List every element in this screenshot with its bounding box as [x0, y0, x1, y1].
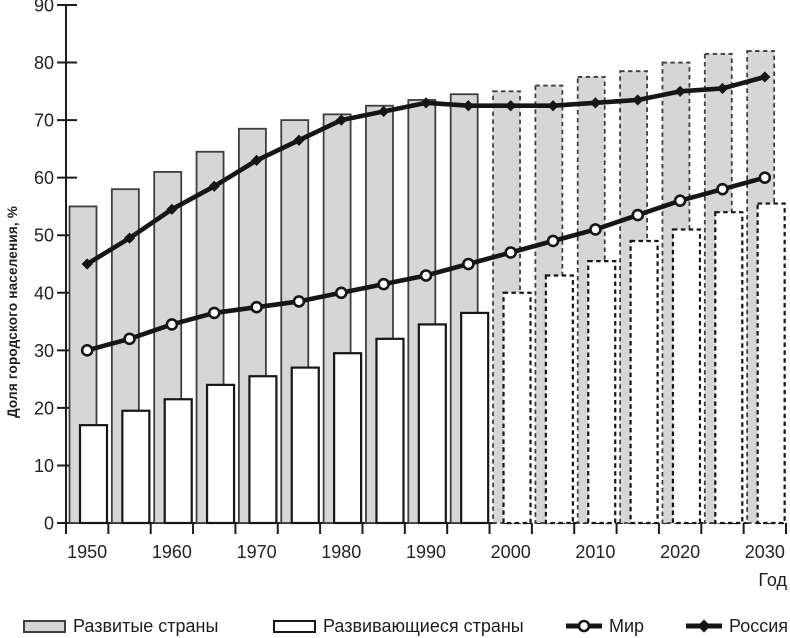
world-marker: [292, 295, 306, 308]
russia-marker: [293, 134, 305, 146]
world-line-series: [80, 171, 772, 357]
russia-marker: [547, 100, 559, 112]
y-tick-label: 10: [34, 456, 54, 476]
legend: Развитые страны Развивающиеся страны Мир…: [0, 614, 790, 638]
legend-label-world: Мир: [609, 616, 645, 636]
developing-bar: [78, 424, 109, 525]
developing-bar: [205, 383, 236, 525]
russia-marker: [674, 85, 686, 97]
legend-item-russia: Россия: [686, 614, 788, 638]
developing-bar: [248, 375, 278, 525]
x-axis-title: Год: [758, 570, 787, 590]
world-marker: [589, 223, 602, 236]
world-marker: [250, 300, 263, 314]
legend-label-developed: Развитые страны: [73, 616, 219, 636]
y-axis-title: Доля городского населения, %: [5, 205, 20, 419]
y-tick-label: 20: [34, 398, 54, 418]
developing-bar: [502, 291, 532, 525]
y-tick-label: 90: [34, 0, 54, 16]
world-marker: [80, 344, 94, 357]
world-marker: [377, 277, 390, 291]
russia-marker: [250, 154, 263, 166]
y-tick-label: 40: [34, 283, 54, 303]
developing-bar: [756, 202, 786, 525]
world-line-marker-icon: [566, 619, 602, 633]
x-tick-label: 2020: [660, 542, 700, 562]
world-marker: [716, 182, 729, 196]
russia-marker: [208, 180, 220, 192]
developing-bar: [417, 323, 447, 525]
russia-marker: [420, 97, 432, 109]
world-marker: [673, 194, 687, 207]
x-tick-label: 2030: [745, 542, 785, 562]
legend-item-developing: Развивающиеся страны: [273, 614, 524, 638]
developing-bar: [290, 366, 320, 525]
world-marker: [165, 318, 179, 331]
x-tick-label: 2000: [491, 542, 531, 562]
russia-marker: [632, 94, 644, 106]
x-tick-label: 1970: [237, 542, 277, 562]
legend-label-developing: Развивающиеся страны: [323, 616, 524, 636]
world-marker: [207, 306, 221, 320]
developing-bar: [121, 409, 151, 525]
developing-swatch: [273, 619, 316, 633]
russia-marker: [335, 114, 347, 126]
russia-line-marker-icon: [686, 619, 722, 633]
legend-item-developed: Развитые страны: [23, 614, 218, 638]
russia-marker: [123, 232, 136, 244]
russia-marker: [589, 97, 602, 109]
y-tick-label: 60: [34, 168, 54, 188]
legend-label-russia: Россия: [729, 616, 789, 636]
y-tick-label: 50: [34, 226, 54, 246]
y-tick-label: 0: [44, 514, 54, 534]
developed-swatch: [23, 619, 66, 633]
developing-bar: [629, 239, 659, 525]
world-marker: [334, 286, 348, 300]
russia-marker: [462, 100, 474, 112]
russia-marker: [505, 100, 517, 112]
russia-marker: [759, 71, 771, 83]
x-tick-label: 1980: [321, 542, 361, 562]
y-tick-labels: 0 10 20 30 40 50 60 70 80 90: [34, 0, 54, 534]
world-marker: [758, 171, 772, 184]
x-tick-label: 1990: [406, 542, 446, 562]
y-tick-label: 70: [34, 111, 54, 131]
russia-marker: [166, 203, 178, 215]
x-tick-labels: 1950 1960 1970 1980 1990 2000 2010 2020 2030: [67, 542, 785, 562]
world-marker: [546, 234, 560, 248]
russia-line-series: [81, 71, 771, 270]
developing-bar: [671, 228, 702, 525]
russia-marker: [81, 258, 93, 270]
bars: [68, 50, 786, 525]
world-marker: [631, 208, 645, 222]
x-tick-label: 1960: [152, 542, 192, 562]
y-tick-label: 80: [34, 53, 54, 73]
developing-bar: [460, 311, 490, 525]
world-marker: [462, 257, 475, 271]
x-tick-label: 2010: [575, 542, 615, 562]
world-marker: [504, 246, 518, 259]
x-tick-label: 1950: [67, 542, 107, 562]
developing-bar: [544, 274, 574, 525]
developing-bar: [714, 211, 744, 525]
legend-item-world: Мир: [566, 614, 644, 638]
developing-bar: [163, 398, 193, 525]
developing-bar: [375, 337, 405, 525]
russia-marker: [378, 105, 390, 118]
world-marker: [123, 332, 136, 346]
world-marker: [419, 269, 433, 282]
developing-bar: [587, 260, 617, 525]
developing-bar: [333, 352, 363, 525]
y-tick-label: 30: [34, 341, 54, 361]
russia-marker: [716, 82, 729, 95]
